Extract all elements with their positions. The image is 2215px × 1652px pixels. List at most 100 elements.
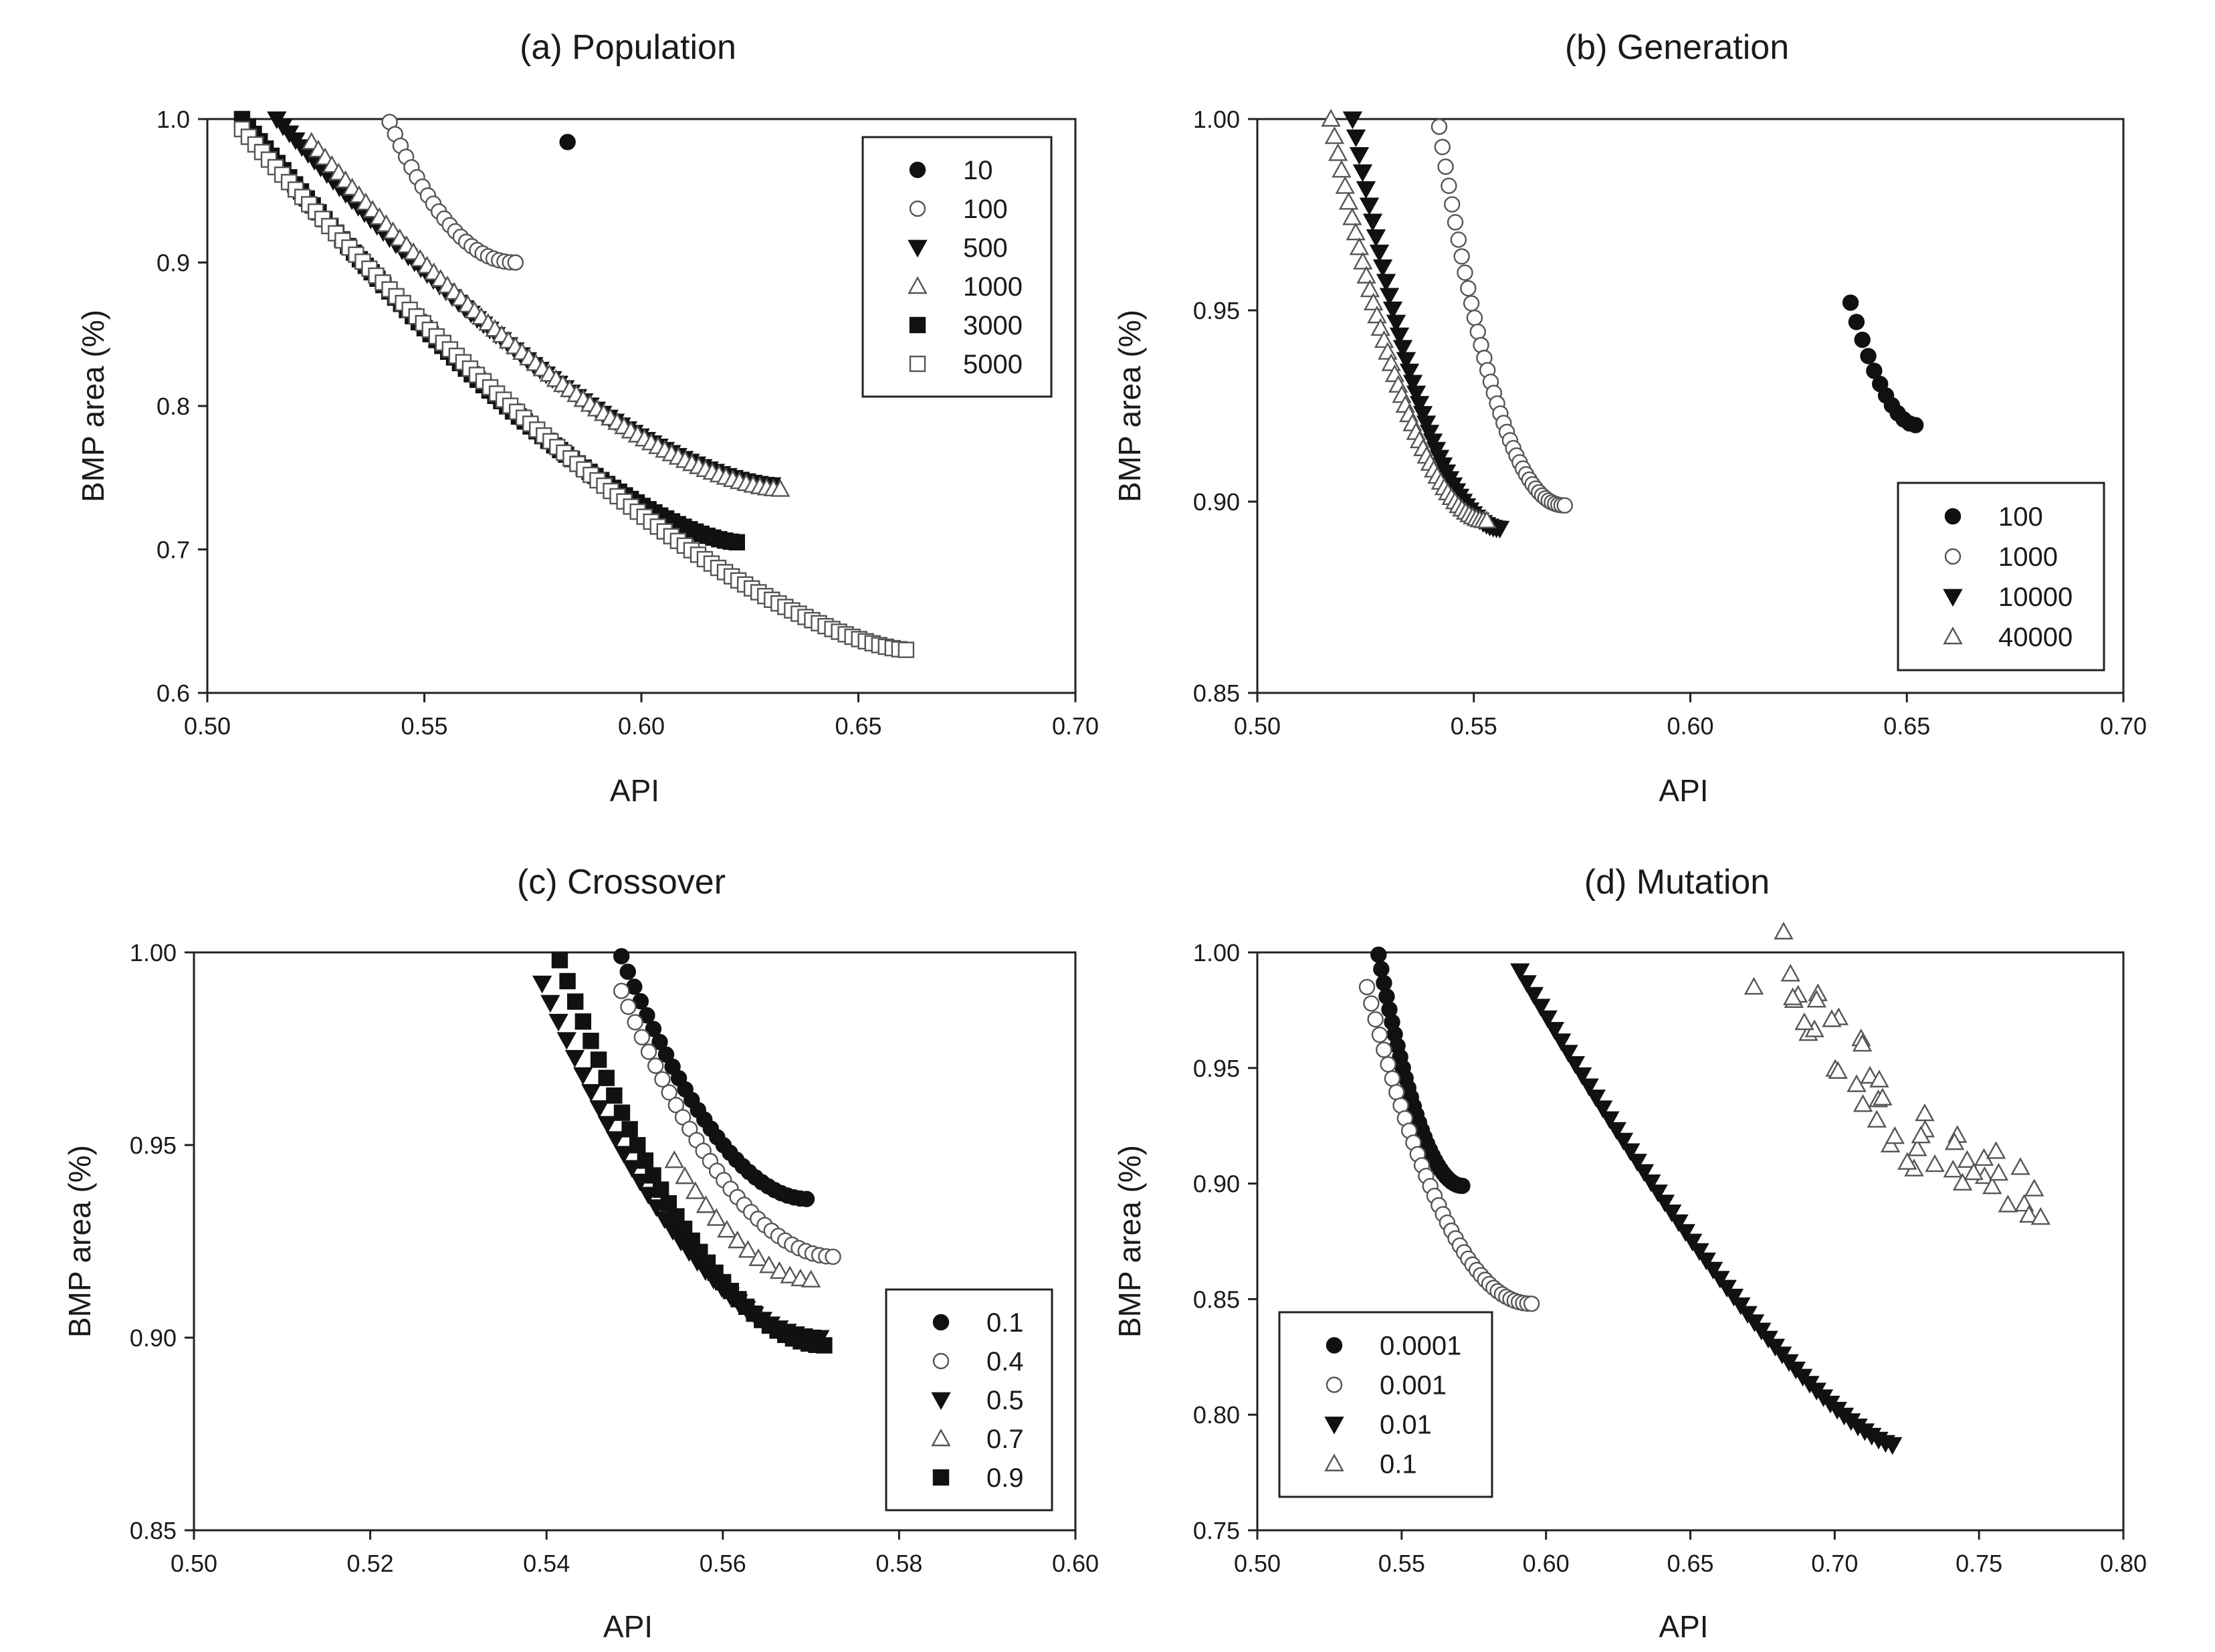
legend-marker <box>908 276 928 294</box>
data-point <box>1346 129 1366 148</box>
legend-marker <box>932 1314 950 1331</box>
series-5000 <box>233 120 915 658</box>
legend-label: 500 <box>963 233 1008 263</box>
chart-title: (a) Population <box>520 28 736 67</box>
data-point <box>651 1033 668 1051</box>
data-point <box>622 1160 642 1178</box>
legend-box <box>861 136 1053 398</box>
data-point <box>1873 1088 1893 1106</box>
data-point <box>1641 1174 1661 1193</box>
data-point <box>1431 118 1448 135</box>
data-point <box>572 1067 593 1086</box>
legend-label: 0.0001 <box>1380 1332 1461 1361</box>
series-10 <box>559 134 576 150</box>
legend-label: 100 <box>1998 502 2043 532</box>
data-point <box>2024 1178 2044 1197</box>
data-point <box>640 1043 657 1060</box>
data-point <box>1882 1437 1903 1455</box>
series-0.001 <box>1358 978 1540 1312</box>
data-point <box>1847 1074 1867 1092</box>
data-point <box>1434 138 1451 155</box>
legend-marker <box>909 316 926 334</box>
x-tick-label: 0.50 <box>171 1550 217 1577</box>
x-tick-label: 0.75 <box>1956 1550 2002 1577</box>
y-tick-label: 1.00 <box>1193 106 1240 133</box>
data-point <box>738 1240 758 1258</box>
y-tick-label: 0.95 <box>1193 1055 1240 1082</box>
chart-0: (a) Population 0.50 0.55 0.60 0.65 0.70 0.6 0.7… <box>76 28 1099 808</box>
series-10000 <box>1342 111 1510 539</box>
data-point <box>564 1049 585 1068</box>
legend-label: 5000 <box>963 350 1023 379</box>
data-point <box>1620 1143 1641 1161</box>
legend: 10 100 500 1000 3000 5000 <box>861 136 1053 398</box>
x-tick-label: 0.70 <box>1052 712 1099 740</box>
data-point <box>1338 192 1359 210</box>
y-tick-label: 0.85 <box>1193 680 1240 707</box>
data-point <box>1477 510 1497 528</box>
legend-marker <box>932 1469 950 1486</box>
y-tick-label: 0.85 <box>130 1517 177 1544</box>
data-point <box>638 1186 659 1205</box>
data-point <box>1378 988 1395 1005</box>
data-point <box>1367 1011 1384 1028</box>
data-point <box>1911 1125 1931 1144</box>
legend-box <box>1897 482 2105 672</box>
y-tick-label: 1.0 <box>156 106 190 133</box>
legend-marker <box>909 355 926 373</box>
y-tick-label: 0.80 <box>1193 1401 1240 1429</box>
data-point <box>1406 385 1427 404</box>
chart-title: (d) Mutation <box>1584 863 1770 902</box>
series-100 <box>1842 294 1924 433</box>
data-point <box>1402 375 1423 393</box>
x-tick-label: 0.50 <box>1234 1550 1281 1577</box>
legend-marker <box>1326 1376 1343 1393</box>
data-point <box>1342 111 1363 130</box>
data-point <box>606 1087 623 1104</box>
x-tick-label: 0.65 <box>1883 712 1930 740</box>
data-point <box>1579 1078 1599 1096</box>
data-point <box>633 1029 651 1046</box>
data-point <box>1866 363 1883 379</box>
data-point <box>1447 214 1464 231</box>
data-point <box>559 134 576 150</box>
data-point <box>1335 176 1355 194</box>
data-point <box>1782 987 1803 1005</box>
data-point <box>1396 352 1416 370</box>
data-point <box>1551 1033 1572 1051</box>
data-point <box>770 479 790 497</box>
data-point <box>2019 1205 2039 1223</box>
data-point <box>1998 1195 2018 1213</box>
legend-label: 0.9 <box>986 1463 1024 1493</box>
data-point <box>1399 363 1420 382</box>
data-point <box>1463 295 1480 312</box>
data-point <box>706 1208 726 1226</box>
legend-label: 0.1 <box>1380 1450 1417 1479</box>
y-tick-label: 1.00 <box>130 939 177 966</box>
data-point <box>620 999 637 1015</box>
x-axis-label: API <box>603 1609 653 1644</box>
data-point <box>1696 1252 1716 1271</box>
data-point <box>1860 348 1877 365</box>
data-point <box>1349 147 1370 165</box>
data-point <box>759 1255 779 1273</box>
data-point <box>1867 1110 1887 1128</box>
data-point <box>675 1166 695 1184</box>
x-tick-label: 0.70 <box>2100 712 2147 740</box>
data-point <box>769 1261 790 1279</box>
data-point <box>1556 497 1573 514</box>
legend-label: 0.01 <box>1380 1411 1432 1440</box>
x-tick-label: 0.60 <box>1523 1550 1570 1577</box>
data-point <box>548 1013 568 1032</box>
data-point <box>1853 1094 1873 1112</box>
series-0.4 <box>613 983 841 1265</box>
data-point <box>1409 396 1430 414</box>
data-point <box>556 1032 576 1050</box>
data-point <box>1613 1132 1634 1151</box>
data-point <box>1372 259 1393 278</box>
chart-3: (d) Mutation 0.50 0.55 0.60 0.65 0.70 0.75 0.80… <box>1112 863 2147 1644</box>
y-axis-label: BMP area (%) <box>1112 1145 1147 1338</box>
legend-marker <box>1943 589 1963 607</box>
y-axis-label: BMP area (%) <box>1112 310 1147 502</box>
series-0.1 <box>613 948 815 1207</box>
